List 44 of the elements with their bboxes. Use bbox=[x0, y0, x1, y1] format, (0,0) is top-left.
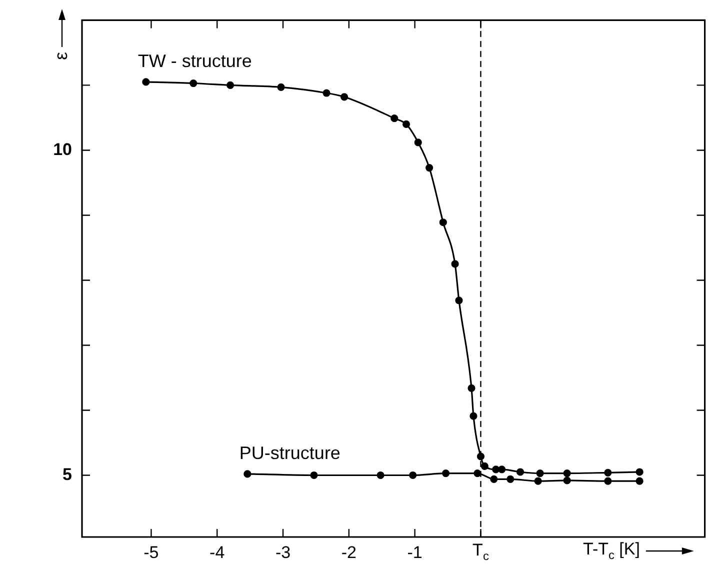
point bbox=[310, 471, 318, 480]
point bbox=[402, 120, 410, 128]
point bbox=[277, 83, 285, 91]
x-tick-label: -5 bbox=[144, 542, 159, 562]
point bbox=[536, 469, 544, 478]
point bbox=[442, 469, 450, 478]
point bbox=[142, 78, 150, 86]
point bbox=[563, 469, 571, 478]
point bbox=[468, 384, 476, 392]
point bbox=[498, 466, 506, 474]
series-label: PU-structure bbox=[239, 442, 340, 463]
point bbox=[390, 114, 398, 122]
point bbox=[439, 218, 447, 226]
point bbox=[636, 468, 644, 476]
point bbox=[490, 475, 498, 483]
point bbox=[480, 462, 488, 470]
series-label: TW - structure bbox=[138, 50, 252, 71]
y-tick-label: 5 bbox=[62, 464, 72, 484]
point bbox=[534, 477, 542, 485]
point bbox=[340, 93, 348, 101]
point bbox=[506, 475, 514, 483]
point bbox=[636, 477, 644, 485]
y-axis-title: ε bbox=[50, 52, 71, 60]
point bbox=[244, 470, 252, 478]
point bbox=[190, 79, 198, 88]
point bbox=[604, 468, 612, 476]
point bbox=[470, 412, 478, 420]
point bbox=[451, 260, 459, 268]
point bbox=[414, 138, 422, 146]
point bbox=[226, 81, 234, 90]
point bbox=[563, 476, 571, 484]
point bbox=[474, 469, 482, 478]
point bbox=[376, 471, 384, 480]
point bbox=[322, 89, 330, 97]
point bbox=[516, 468, 524, 476]
point bbox=[455, 296, 463, 304]
point bbox=[604, 477, 612, 485]
x-tick-label: -2 bbox=[341, 542, 356, 562]
x-tick-label: -3 bbox=[275, 542, 291, 562]
x-tick-label: -1 bbox=[407, 542, 422, 562]
y-tick-label: 10 bbox=[53, 140, 72, 159]
point bbox=[409, 471, 417, 480]
point bbox=[426, 164, 434, 172]
x-tick-label: -4 bbox=[210, 542, 225, 562]
